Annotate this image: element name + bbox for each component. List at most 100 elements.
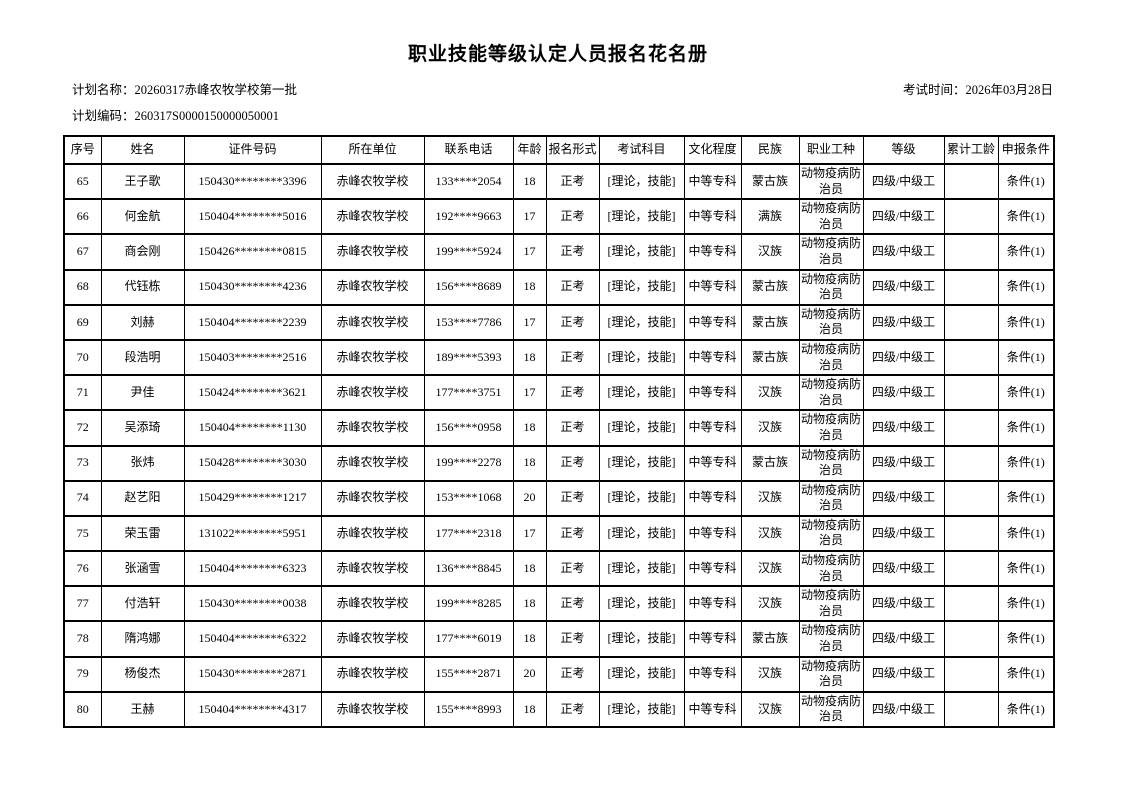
table-cell: 动物疫病防治员 (798, 620, 864, 658)
table-cell: 汉族 (740, 655, 800, 693)
table-cell: 四级/中级工 (862, 655, 945, 693)
table-cell: 赤峰农牧学校 (320, 620, 425, 658)
table-cell: 17 (512, 514, 547, 553)
table-cell: 赤峰农牧学校 (320, 585, 425, 623)
table-cell: 条件(1) (997, 514, 1055, 553)
table-cell: 正考 (545, 198, 600, 236)
column-header: 序号 (63, 135, 102, 165)
plan-code: 计划编码：260317S0000150000050001 (72, 109, 279, 123)
table-cell: 动物疫病防治员 (798, 550, 864, 588)
table-cell: 杨俊杰 (100, 655, 185, 693)
table-cell: [理论，技能] (598, 514, 685, 553)
table-cell: 中等专科 (683, 409, 742, 447)
table-cell: 四级/中级工 (862, 198, 945, 236)
table-cell (943, 409, 999, 447)
table-cell: 赤峰农牧学校 (320, 162, 425, 201)
table-row: 73 张炜 150428********3030 赤峰农牧学校 199****2278 1… (63, 444, 1055, 482)
table-cell: 四级/中级工 (862, 585, 945, 623)
table-cell: 199****2278 (423, 444, 514, 482)
table-cell: 177****3751 (423, 374, 514, 412)
table-cell: 中等专科 (683, 585, 742, 623)
column-header: 所在单位 (320, 135, 425, 165)
table-cell: 汉族 (740, 690, 800, 729)
plan-name: 计划名称：20260317赤峰农牧学校第一批 (72, 83, 297, 97)
table-cell: [理论，技能] (598, 233, 685, 271)
table-cell: 199****5924 (423, 233, 514, 271)
table-cell: 17 (512, 233, 547, 271)
table-cell: 18 (512, 338, 547, 377)
table-cell: 65 (63, 162, 102, 201)
table-cell: 赤峰农牧学校 (320, 303, 425, 341)
table-cell: [理论，技能] (598, 303, 685, 341)
table-cell: 177****6019 (423, 620, 514, 658)
table-cell: 荣玉雷 (100, 514, 185, 553)
table-cell: 150404********5016 (183, 198, 322, 236)
table-cell: 76 (63, 550, 102, 588)
table-cell: 动物疫病防治员 (798, 162, 864, 201)
table-cell: 中等专科 (683, 198, 742, 236)
table-cell: 正考 (545, 620, 600, 658)
table-cell: 正考 (545, 268, 600, 306)
plan-code-value: 260317S0000150000050001 (134, 109, 279, 123)
table-cell: 条件(1) (997, 444, 1055, 482)
table-cell: 四级/中级工 (862, 409, 945, 447)
table-cell: 王子歌 (100, 162, 185, 201)
table-cell: 17 (512, 303, 547, 341)
table-cell: 136****8845 (423, 550, 514, 588)
table-cell: 18 (512, 550, 547, 588)
table-cell (943, 585, 999, 623)
table-cell: 张炜 (100, 444, 185, 482)
column-header: 报名形式 (545, 135, 600, 165)
table-cell: 条件(1) (997, 198, 1055, 236)
table-cell: 动物疫病防治员 (798, 268, 864, 306)
table-cell: [理论，技能] (598, 444, 685, 482)
table-cell: 汉族 (740, 514, 800, 553)
table-cell: 155****2871 (423, 655, 514, 693)
table-cell: 中等专科 (683, 479, 742, 517)
table-row: 80 王赫 150404********4317 赤峰农牧学校 155****8993 1… (63, 690, 1055, 729)
column-header: 姓名 (100, 135, 185, 165)
table-cell: 四级/中级工 (862, 690, 945, 729)
table-row: 69 刘赫 150404********2239 赤峰农牧学校 153****7786 1… (63, 303, 1055, 341)
table-cell: 67 (63, 233, 102, 271)
table-cell: 赤峰农牧学校 (320, 338, 425, 377)
table-cell: 四级/中级工 (862, 233, 945, 271)
table-cell: 156****8689 (423, 268, 514, 306)
table-cell: 刘赫 (100, 303, 185, 341)
table-cell: 条件(1) (997, 374, 1055, 412)
table-cell: 156****0958 (423, 409, 514, 447)
table-row: 68 代钰栋 150430********4236 赤峰农牧学校 156****8689… (63, 268, 1055, 306)
table-cell: 赤峰农牧学校 (320, 514, 425, 553)
table-cell: 正考 (545, 303, 600, 341)
table-cell: 正考 (545, 444, 600, 482)
table-cell: 150403********2516 (183, 338, 322, 377)
table-cell: 赤峰农牧学校 (320, 690, 425, 729)
table-cell: 条件(1) (997, 409, 1055, 447)
table-cell: 150429********1217 (183, 479, 322, 517)
table-cell: 四级/中级工 (862, 162, 945, 201)
table-cell (943, 338, 999, 377)
table-cell: 正考 (545, 655, 600, 693)
table-cell (943, 550, 999, 588)
table-cell: 汉族 (740, 233, 800, 271)
table-cell: 150430********2871 (183, 655, 322, 693)
table-cell: 四级/中级工 (862, 303, 945, 341)
table-cell: 赤峰农牧学校 (320, 550, 425, 588)
exam-time-value: 2026年03月28日 (965, 83, 1053, 97)
table-cell: 正考 (545, 479, 600, 517)
table-cell: 动物疫病防治员 (798, 409, 864, 447)
table-cell: 中等专科 (683, 690, 742, 729)
table-cell: 四级/中级工 (862, 479, 945, 517)
table-row: 71 尹佳 150424********3621 赤峰农牧学校 177****3751 1… (63, 374, 1055, 412)
table-cell: 四级/中级工 (862, 514, 945, 553)
table-cell: 动物疫病防治员 (798, 690, 864, 729)
table-cell: 赵艺阳 (100, 479, 185, 517)
table-cell: 150404********6323 (183, 550, 322, 588)
column-header: 累计工龄 (943, 135, 999, 165)
table-cell: [理论，技能] (598, 585, 685, 623)
table-cell: [理论，技能] (598, 198, 685, 236)
table-cell: [理论，技能] (598, 268, 685, 306)
table-row: 72 吴添琦 150404********1130 赤峰农牧学校 156****0958… (63, 409, 1055, 447)
table-cell: 代钰栋 (100, 268, 185, 306)
table-cell: 条件(1) (997, 620, 1055, 658)
